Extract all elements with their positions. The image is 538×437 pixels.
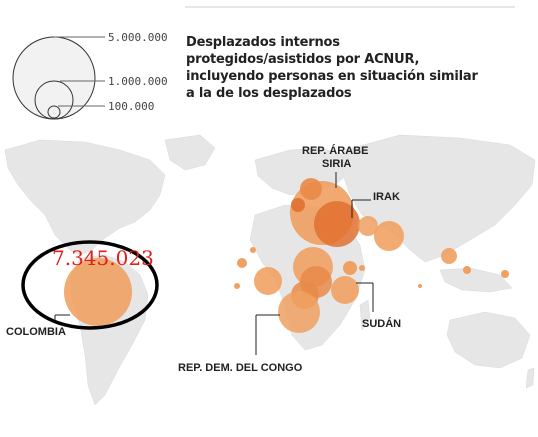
bubble-ivory-coast [234, 283, 240, 289]
bubble-somalia [343, 261, 357, 275]
label-siria-line1: REP. ÁRABE [302, 144, 368, 157]
size-legend: 5.000.000 1.000.000 100.000 [12, 31, 168, 120]
legend-circle-medium [34, 80, 74, 120]
bubble-ethiopia [331, 276, 359, 304]
bubbles [64, 178, 509, 333]
bubble-myanmar [463, 266, 471, 274]
legend-value-medium: 1.000.000 [108, 75, 168, 88]
label-siria-line2: SIRIA [322, 158, 351, 170]
legend-circle-small [47, 105, 61, 119]
land-greenland [164, 134, 216, 171]
bubble-philippines [501, 270, 509, 278]
bubble-lebanon [291, 198, 305, 212]
bubble-colombia [64, 258, 132, 326]
bubble-kenya [359, 265, 365, 271]
legend-value-large: 5.000.000 [108, 31, 168, 44]
legend-value-small: 100.000 [108, 100, 154, 113]
bubble-libya [250, 247, 256, 253]
legend-title-line: Desplazados internos [186, 35, 340, 50]
land-australia [446, 311, 531, 369]
land-north-america [4, 139, 166, 256]
legend-title: Desplazados internos protegidos/asistido… [186, 34, 486, 102]
label-congo: REP. DEM. DEL CONGO [178, 362, 303, 374]
bubble-mali [237, 258, 247, 268]
bubble-afghanistan [418, 284, 422, 288]
bubble-iran [374, 221, 404, 251]
land-southeast-asia [439, 267, 513, 293]
label-irak: IRAK [373, 191, 400, 203]
bubble-yemen [358, 216, 378, 236]
legend-title-line: incluyendo personas en situación similar [186, 69, 478, 84]
country-labels: REP. ÁRABE SIRIA IRAK SUDÁN REP. DEM. DE… [6, 144, 401, 374]
bubble-iraq [314, 201, 360, 247]
label-sudan: SUDÁN [362, 317, 401, 330]
label-colombia: COLOMBIA [6, 326, 66, 338]
bubble-chad [254, 267, 282, 295]
land-madagascar [359, 299, 371, 331]
bubble-drc [278, 291, 320, 333]
highlight-ellipse [21, 240, 159, 330]
land-asia [341, 134, 536, 263]
land-new-zealand [525, 367, 535, 389]
bubble-pakistan [441, 248, 457, 264]
legend-title-line: protegidos/asistidos por ACNUR, [186, 52, 420, 67]
legend-title-line: a la de los desplazados [186, 86, 352, 101]
bubble-turkey [300, 178, 322, 200]
highlight-value: 7.345.023 [52, 246, 154, 270]
